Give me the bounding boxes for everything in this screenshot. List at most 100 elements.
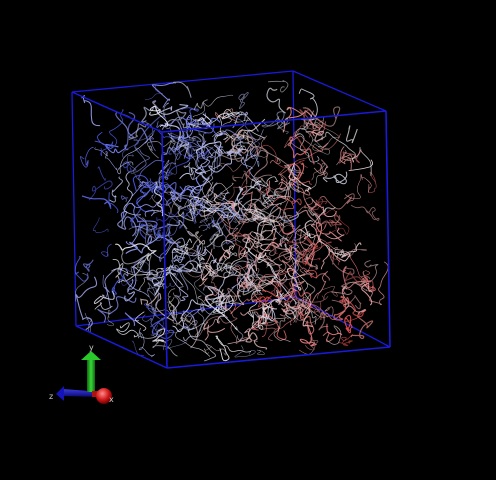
filament-strand [203,286,220,302]
filament-strand [337,248,367,258]
filament-strand [179,167,198,180]
filament-strand [268,235,286,256]
filament-strand [184,142,205,176]
filament-strand [350,316,374,340]
filament-strand [285,302,297,319]
filament-strand [149,264,184,280]
filament-strand [242,233,259,248]
filament-strand [206,222,224,248]
filament-strand [214,108,242,137]
filament-strand [257,258,283,279]
filament-strand [199,117,221,126]
filament-strand [198,214,216,229]
filament-strand [139,178,152,198]
filament-strand [290,296,307,326]
filament-strand [292,241,313,256]
filament-strand [305,303,334,318]
filament-strand [286,163,312,185]
filament-strand [287,164,302,193]
filament-strand [278,265,305,303]
filament-strand [237,197,262,211]
filament-strand [265,180,274,198]
filament-strand [100,109,124,157]
filament-strand [326,325,342,345]
filament-strand [266,262,297,305]
filament-strand [203,343,227,356]
axes-orientation-gizmo[interactable]: y z x [49,343,114,404]
filament-strand [345,125,358,144]
filament-strand [262,194,286,206]
filament-strand [331,295,362,310]
filament-strand [166,285,184,320]
filament-strand [201,207,208,222]
filament-strand [101,243,112,257]
filament-strand [350,204,380,221]
filament-strand [161,109,192,133]
filament-strand [249,207,281,222]
filament-strand [155,282,166,288]
filament-strand [315,273,330,281]
filament-strand [246,141,300,172]
filament-strand [166,219,188,230]
filament-strand [297,254,315,277]
filament-strand [275,171,305,203]
filament-strand [279,211,299,222]
filament-strand [183,162,203,181]
filament-strand [344,314,353,334]
filament-strand [123,171,141,216]
filament-strand [227,148,244,157]
filament-strand [173,292,205,326]
filament-strand [153,270,180,289]
filament-strand [173,203,194,222]
filament-strand [92,217,109,233]
filament-strand [245,148,261,174]
filament-strand [153,271,184,296]
filament-strand [245,238,267,260]
filament-strand [240,299,281,316]
filament-strand [142,314,153,322]
filament-strand [117,134,154,175]
filament-strand [278,220,296,235]
filament-strand [80,146,94,168]
filament-strand [209,233,219,241]
filament-strand [322,171,348,185]
filament-strand [196,141,223,155]
filament-strand [144,84,163,100]
filament-strand [232,170,246,182]
filament-strand [302,241,332,266]
filament-strand [244,173,272,185]
filament-strand [299,324,317,347]
filament-strand [124,111,136,151]
filament-strand [146,268,177,283]
filament-strand [313,167,328,178]
filament-strand [328,248,355,275]
filament-strand [175,327,211,357]
filament-strand [176,260,203,273]
filament-strand [282,106,302,133]
filament-strand [189,254,205,273]
filament-strand [184,139,197,162]
filament-strand [326,323,343,336]
filament-strand [218,249,231,262]
box-edge-front-right [385,110,391,348]
filament-strand [297,282,316,309]
filament-strand [311,162,326,181]
filament-strand [168,266,189,301]
filament-strand [283,302,314,328]
x-axis-label: x [109,395,114,404]
filament-strand [325,227,345,240]
filament-strand [221,209,239,220]
filament-strand [147,287,178,324]
filament-strand [261,320,269,338]
filament-strand [238,245,247,259]
filament-strand [131,201,163,217]
filament-strand [173,247,202,264]
box-edge-back-left [71,91,77,327]
filament-strand [215,148,243,162]
filament-strand [202,246,217,264]
filament-strand [81,195,112,207]
filament-strand [127,268,137,293]
filament-strand [262,181,292,205]
